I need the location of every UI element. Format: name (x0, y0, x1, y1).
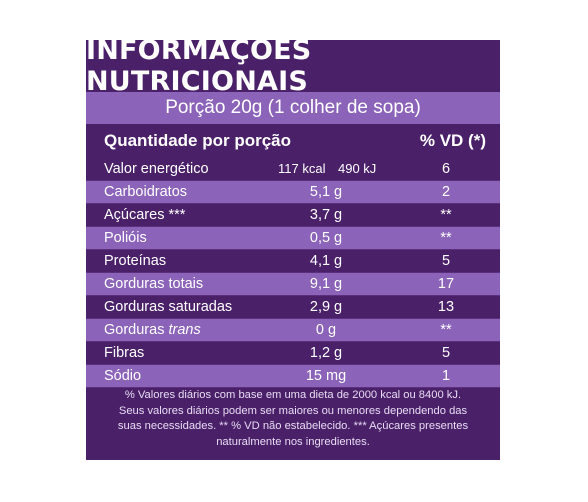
nutrient-amount: 0 g (315, 322, 337, 338)
nutrient-vd: ** (440, 230, 452, 246)
nutrient-amount: 15 mg (305, 368, 347, 384)
nutrient-name: Sódio (104, 368, 142, 384)
nutrition-facts-panel: INFORMAÇÕES NUTRICIONAIS Porção 20g (1 c… (86, 40, 500, 460)
nutrient-amount: 5,1 g (309, 184, 343, 200)
nutrient-amount: 0,5 g (309, 230, 343, 246)
footnote-line: % Valores diários com base em uma dieta … (124, 389, 462, 401)
table-title: INFORMAÇÕES NUTRICIONAIS (86, 40, 500, 97)
portion-size: Porção 20g (1 colher de sopa) (86, 92, 500, 124)
nutrient-name: Gorduras saturadas (104, 299, 233, 315)
nutrient-vd: 17 (437, 276, 455, 292)
nutrient-vd: 5 (441, 345, 451, 361)
nutrient-name: Valor energético (104, 161, 209, 177)
nutrient-row-carboidratos: Carboidratos 5,1 g 2 (86, 181, 500, 204)
nutrient-name: Gorduras totais (104, 276, 204, 292)
nutrient-row-gorduras-trans: Gorduras trans 0 g ** (86, 319, 500, 342)
nutrient-vd: ** (440, 207, 452, 223)
footnote-line: naturalmente nos ingredientes. (216, 435, 370, 448)
footnote: % Valores diários com base em uma dieta … (86, 388, 500, 450)
nutrient-vd: 1 (441, 368, 451, 384)
nutrient-row-sodio: Sódio 15 mg 1 (86, 365, 500, 388)
energy-kj: 490 kJ (338, 161, 377, 176)
nutrient-amount: 1,2 g (309, 345, 343, 361)
nutrient-name: Proteínas (104, 253, 167, 269)
vd-header: % VD (*) (419, 131, 486, 150)
nutrient-name: Carboidratos (104, 184, 188, 200)
nutrient-rows: Valor energético 117 kcal 490 kJ 6 Carbo… (86, 158, 500, 388)
nutrient-name: Gorduras trans (104, 322, 201, 338)
nutrient-name-prefix: Gorduras (104, 322, 169, 338)
nutrient-row-poliois: Polióis 0,5 g ** (86, 227, 500, 250)
nutrient-name: Fibras (104, 345, 145, 361)
nutrient-row-proteinas: Proteínas 4,1 g 5 (86, 250, 500, 273)
energy-kcal: 117 kcal (278, 161, 326, 176)
nutrient-amount: 4,1 g (309, 253, 343, 269)
nutrient-name: Polióis (104, 230, 147, 246)
nutrient-vd: 2 (441, 184, 451, 200)
nutrient-vd: 5 (441, 253, 451, 269)
nutrient-name: Açúcares *** (104, 207, 186, 223)
nutrient-amount: 9,1 g (309, 276, 343, 292)
nutrient-name-italic: trans (168, 322, 201, 338)
footnote-line: Seus valores diários podem ser maiores o… (118, 404, 468, 417)
nutrient-vd: 13 (437, 299, 455, 315)
quantity-header: Quantidade por porção (104, 131, 292, 150)
nutrient-amount: 2,9 g (309, 299, 343, 315)
nutrient-row-energy: Valor energético 117 kcal 490 kJ 6 (86, 158, 500, 181)
footnote-line: suas necessidades. ** % VD não estabelec… (117, 420, 469, 432)
nutrient-amount: 3,7 g (309, 207, 343, 223)
nutrient-row-fibras: Fibras 1,2 g 5 (86, 342, 500, 365)
nutrient-vd: 6 (441, 161, 451, 177)
nutrient-row-gorduras-saturadas: Gorduras saturadas 2,9 g 13 (86, 296, 500, 319)
nutrient-row-acucares: Açúcares *** 3,7 g ** (86, 204, 500, 227)
column-header-row: Quantidade por porção % VD (*) (86, 124, 500, 158)
nutrient-row-gorduras-totais: Gorduras totais 9,1 g 17 (86, 273, 500, 296)
nutrient-vd: ** (440, 322, 452, 338)
